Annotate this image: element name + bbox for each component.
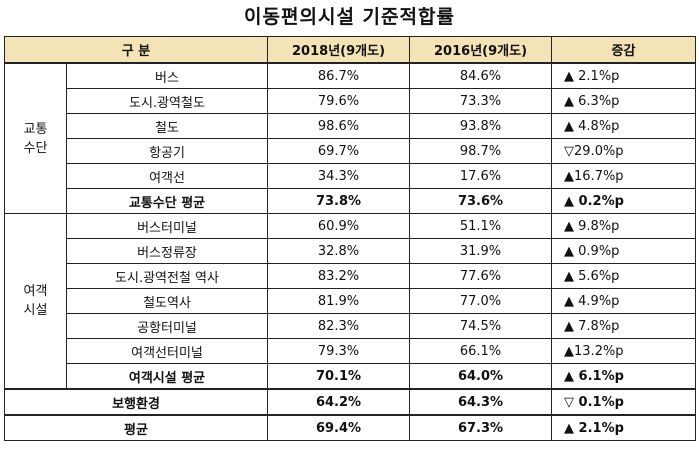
page-title: 이동편의시설 기준적합률 [244, 6, 455, 28]
row-2018: 79.6% [267, 88, 411, 114]
row-name: 철도 [65, 113, 269, 139]
table-row: 공항터미널 82.3% 74.5% ▲ 7.8%p [5, 313, 697, 339]
total-2018: 69.4% [267, 414, 411, 441]
row-change: ▲ 4.9%p [551, 288, 697, 314]
row-change: ▽29.0%p [551, 138, 697, 164]
walking-row: 보행환경 64.2% 64.3% ▽ 0.1%p [3, 388, 697, 416]
row-2018: 32.8% [267, 238, 411, 264]
row-2018: 34.3% [267, 163, 411, 189]
subtotal-row: 여객시설 평균 70.1% 64.0% ▲ 6.1%p [5, 363, 697, 390]
table-row: 도시.광역전철 역사 83.2% 77.6% ▲ 5.6%p [5, 263, 697, 289]
row-2016: 77.6% [409, 263, 553, 289]
group-label-line1: 교통 [23, 121, 48, 137]
header-2016: 2016년(9개도) [409, 36, 553, 64]
header-category: 구 분 [3, 36, 269, 64]
row-2018: 86.7% [267, 62, 411, 89]
row-2018: 83.2% [267, 263, 411, 289]
row-name: 여객선터미널 [65, 338, 269, 364]
walking-change: ▽ 0.1%p [551, 388, 697, 416]
header-change: 증감 [551, 36, 697, 64]
row-name: 버스 [65, 62, 269, 89]
table-row: 철도 98.6% 93.8% ▲ 4.8%p [5, 113, 697, 139]
walking-2018: 64.2% [267, 388, 411, 416]
row-2018: 82.3% [267, 313, 411, 339]
row-change: ▲ 9.8%p [551, 213, 697, 239]
table-row: 교통 수단 버스 86.7% 84.6% ▲ 2.1%p [4, 62, 697, 214]
row-2016: 17.6% [409, 163, 553, 189]
group-label-line2: 시설 [23, 303, 48, 318]
row-2018: 79.3% [267, 338, 411, 364]
table-row: 항공기 69.7% 98.7% ▽29.0%p [5, 138, 697, 164]
header-row: 구 분 2018년(9개도) 2016년(9개도) 증감 [3, 36, 697, 64]
table-row: 버스정류장 32.8% 31.9% ▲ 0.9%p [5, 238, 697, 264]
row-2018: 98.6% [267, 113, 411, 139]
total-change: ▲ 2.1%p [551, 414, 697, 441]
row-change: ▲16.7%p [551, 163, 697, 189]
row-change: ▲ 0.9%p [551, 238, 697, 264]
avg-2018: 73.8% [267, 188, 411, 214]
row-2016: 66.1% [409, 338, 553, 364]
header-2018: 2018년(9개도) [267, 36, 411, 64]
table-row: 여객선 34.3% 17.6% ▲16.7%p [5, 163, 697, 189]
row-2016: 74.5% [409, 313, 553, 339]
group-label-facilities: 여객 시설 [4, 213, 67, 390]
avg-2016: 64.0% [409, 363, 553, 390]
group-label-line1: 여객 [23, 284, 48, 299]
row-change: ▲ 4.8%p [551, 113, 697, 139]
row-name: 철도역사 [65, 288, 269, 314]
table-row: 여객 시설 버스터미널 60.9% 51.1% ▲ 9.8%p [4, 213, 697, 390]
avg-2018: 70.1% [267, 363, 411, 390]
row-2016: 77.0% [409, 288, 553, 314]
group-label-transport: 교통 수단 [4, 62, 67, 214]
avg-change: ▲ 0.2%p [551, 188, 697, 214]
row-name: 여객선 [65, 163, 269, 189]
row-name: 버스정류장 [65, 238, 269, 264]
row-name: 공항터미널 [65, 313, 269, 339]
table-row: 여객선터미널 79.3% 66.1% ▲13.2%p [5, 338, 697, 364]
group-label-line2: 수단 [23, 140, 48, 156]
row-2018: 69.7% [267, 138, 411, 164]
avg-2016: 73.6% [409, 188, 553, 214]
row-change: ▲ 5.6%p [551, 263, 697, 289]
total-row: 평균 69.4% 67.3% ▲ 2.1%p [3, 414, 697, 441]
row-change: ▲13.2%p [551, 338, 697, 364]
row-2016: 84.6% [409, 62, 553, 89]
total-name: 평균 [3, 414, 269, 441]
row-change: ▲ 7.8%p [551, 313, 697, 339]
row-2016: 98.7% [409, 138, 553, 164]
row-name: 도시.광역철도 [65, 88, 269, 114]
avg-change: ▲ 6.1%p [551, 363, 697, 390]
row-change: ▲ 2.1%p [551, 62, 697, 89]
row-2016: 31.9% [409, 238, 553, 264]
table-row: 도시.광역철도 79.6% 73.3% ▲ 6.3%p [5, 88, 697, 114]
compliance-rate-table: 구 분 2018년(9개도) 2016년(9개도) 증감 교통 수단 버스 86… [3, 36, 697, 441]
avg-name: 여객시설 평균 [65, 363, 269, 390]
row-name: 도시.광역전철 역사 [65, 263, 269, 289]
row-2018: 60.9% [267, 213, 411, 239]
walking-name: 보행환경 [3, 388, 269, 416]
row-change: ▲ 6.3%p [551, 88, 697, 114]
avg-name: 교통수단 평균 [65, 188, 269, 214]
table-row: 철도역사 81.9% 77.0% ▲ 4.9%p [5, 288, 697, 314]
total-2016: 67.3% [409, 414, 553, 441]
row-2016: 93.8% [409, 113, 553, 139]
row-2016: 51.1% [409, 213, 553, 239]
row-name: 항공기 [65, 138, 269, 164]
row-2016: 73.3% [409, 88, 553, 114]
row-name: 버스터미널 [65, 213, 269, 239]
row-2018: 81.9% [267, 288, 411, 314]
walking-2016: 64.3% [409, 388, 553, 416]
subtotal-row: 교통수단 평균 73.8% 73.6% ▲ 0.2%p [5, 188, 697, 214]
